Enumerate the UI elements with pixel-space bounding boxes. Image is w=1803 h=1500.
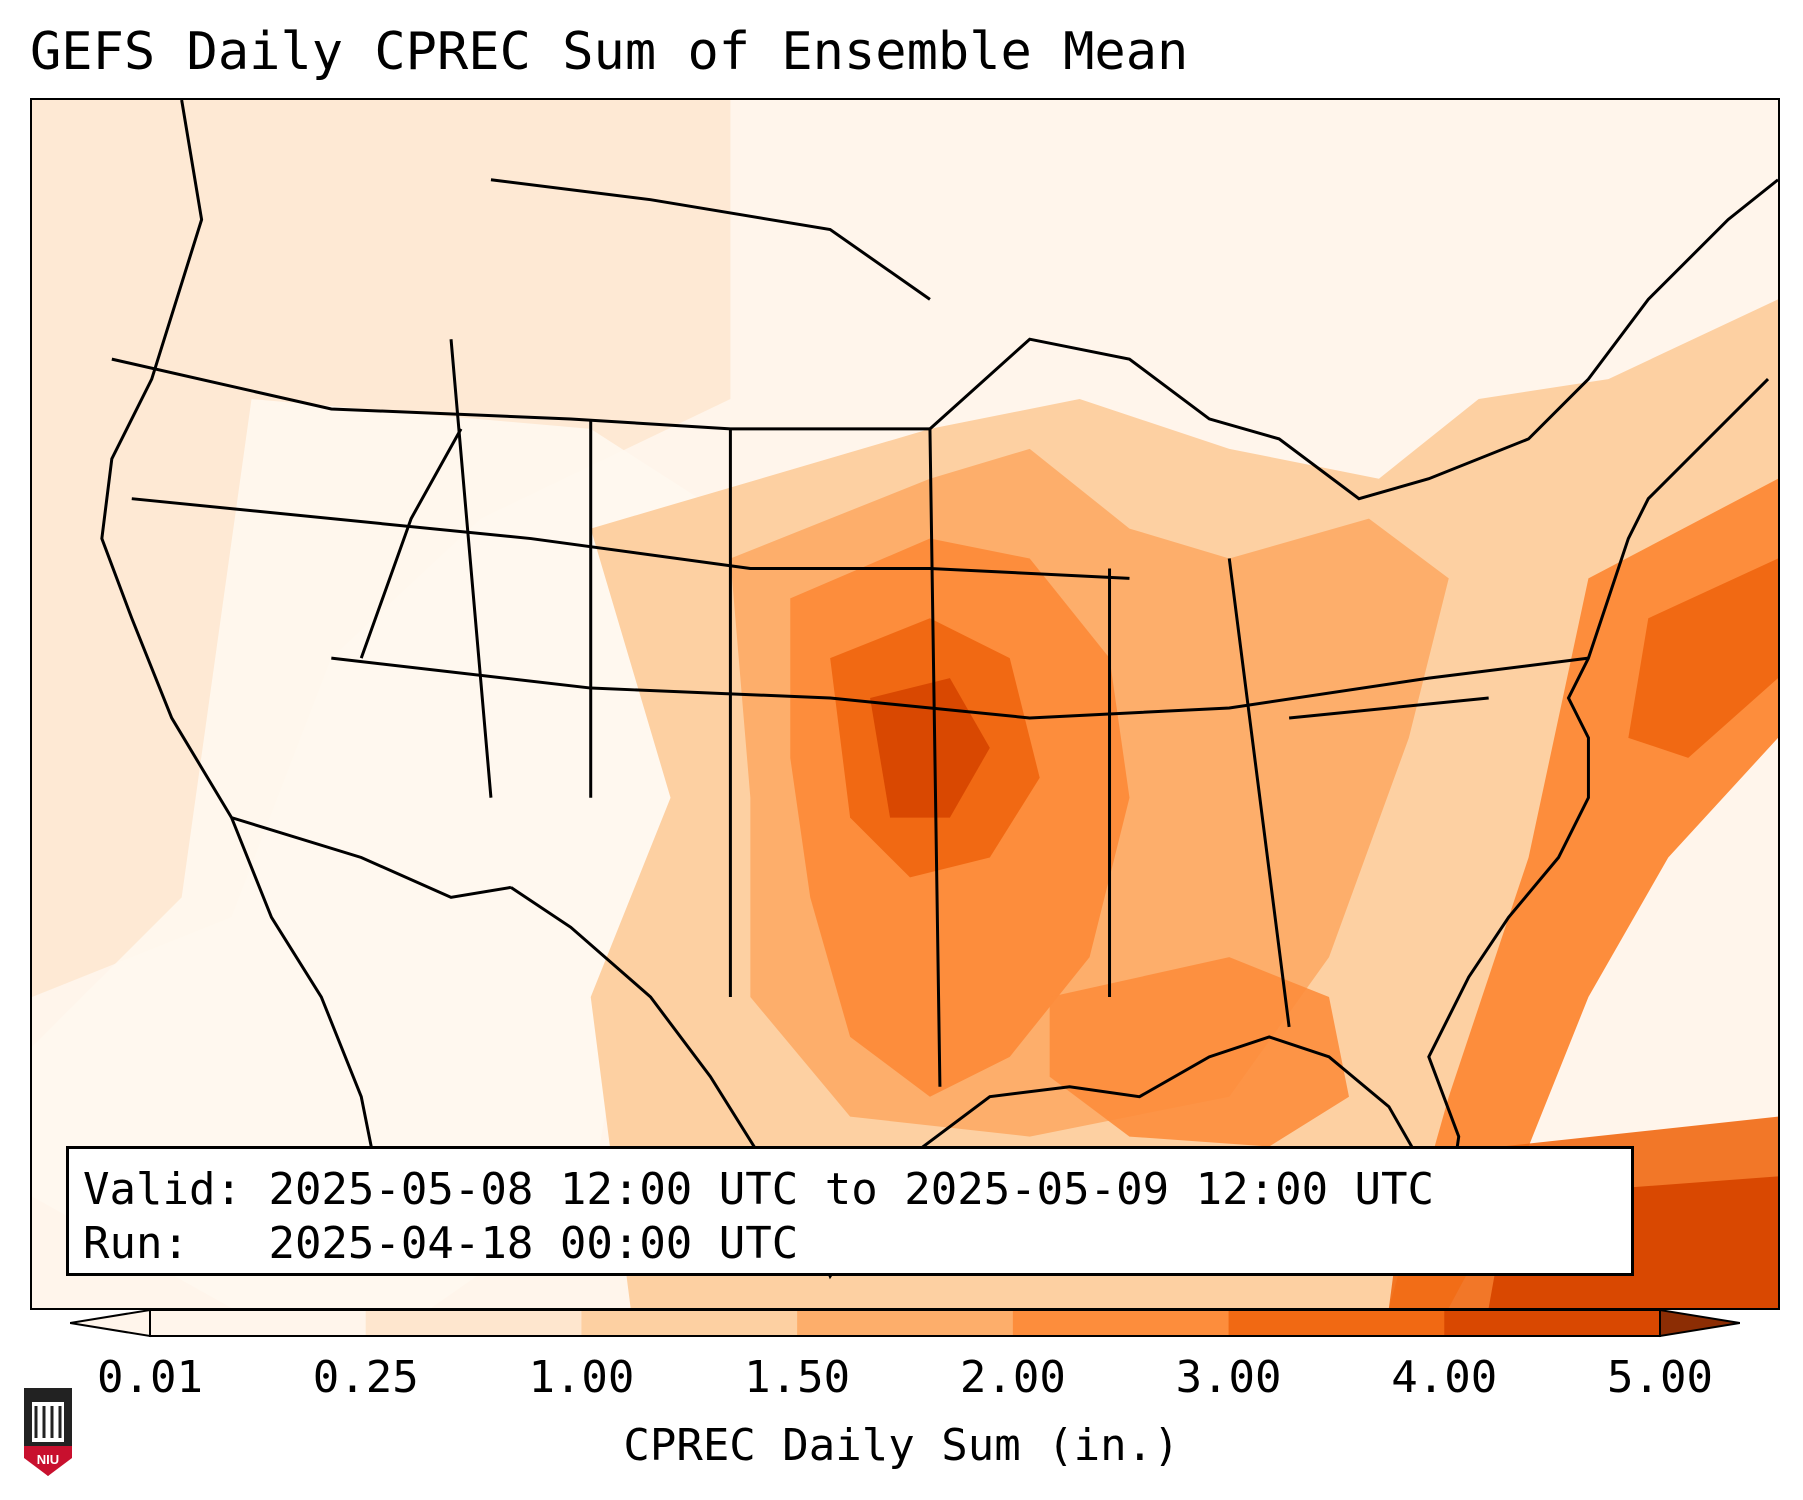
colorbar [70, 1308, 1740, 1338]
logo-banner [24, 1446, 72, 1476]
colorbar-segment [150, 1310, 367, 1336]
colorbar-tick-label: 1.50 [744, 1352, 851, 1403]
colorbar-ticks: 0.01 0.25 1.00 1.50 2.00 3.00 4.00 5.00 [0, 1352, 1803, 1412]
run-row: Run: 2025-04-18 00:00 UTC [83, 1217, 1617, 1271]
colorbar-tick-label: 3.00 [1175, 1352, 1282, 1403]
colorbar-max-extend [1659, 1308, 1740, 1338]
colorbar-segment [797, 1310, 1014, 1336]
colorbar-segment [1012, 1310, 1230, 1336]
map-title: GEFS Daily CPREC Sum of Ensemble Mean [30, 22, 1189, 82]
map-outlines [100, 100, 1778, 1280]
logo-text: NIU [37, 1452, 59, 1467]
valid-row: Valid: 2025-05-08 12:00 UTC to 2025-05-0… [83, 1163, 1617, 1217]
valid-label: Valid: [83, 1164, 242, 1215]
run-label: Run: [83, 1218, 189, 1269]
run-value: 2025-04-18 00:00 UTC [268, 1218, 799, 1269]
colorbar-tick-label: 1.00 [528, 1352, 635, 1403]
colorbar-segments [150, 1310, 1661, 1336]
colorbar-tick-label: 5.00 [1607, 1352, 1713, 1403]
colorbar-tick-label: 4.00 [1391, 1352, 1498, 1403]
colorbar-tick-label: 2.00 [959, 1352, 1066, 1403]
colorbar-segment [1444, 1310, 1661, 1336]
colorbar-segment [365, 1310, 582, 1336]
colorbar-min-extend [70, 1308, 151, 1338]
valid-value: 2025-05-08 12:00 UTC to 2025-05-09 12:00… [268, 1164, 1435, 1215]
colorbar-tick-label: 0.25 [312, 1352, 419, 1403]
niu-logo: NIU [24, 1388, 72, 1476]
colorbar-tick-label: 0.01 [97, 1352, 203, 1403]
colorbar-label: CPREC Daily Sum (in.) [623, 1420, 1180, 1471]
colorbar-frame [149, 1309, 1661, 1337]
precipitation-map [30, 98, 1780, 1310]
colorbar-segment [581, 1310, 798, 1336]
colorbar-segment [1228, 1310, 1445, 1336]
precipitation-map-canvas [32, 100, 1778, 1308]
valid-run-info-box: Valid: 2025-05-08 12:00 UTC to 2025-05-0… [66, 1146, 1634, 1276]
